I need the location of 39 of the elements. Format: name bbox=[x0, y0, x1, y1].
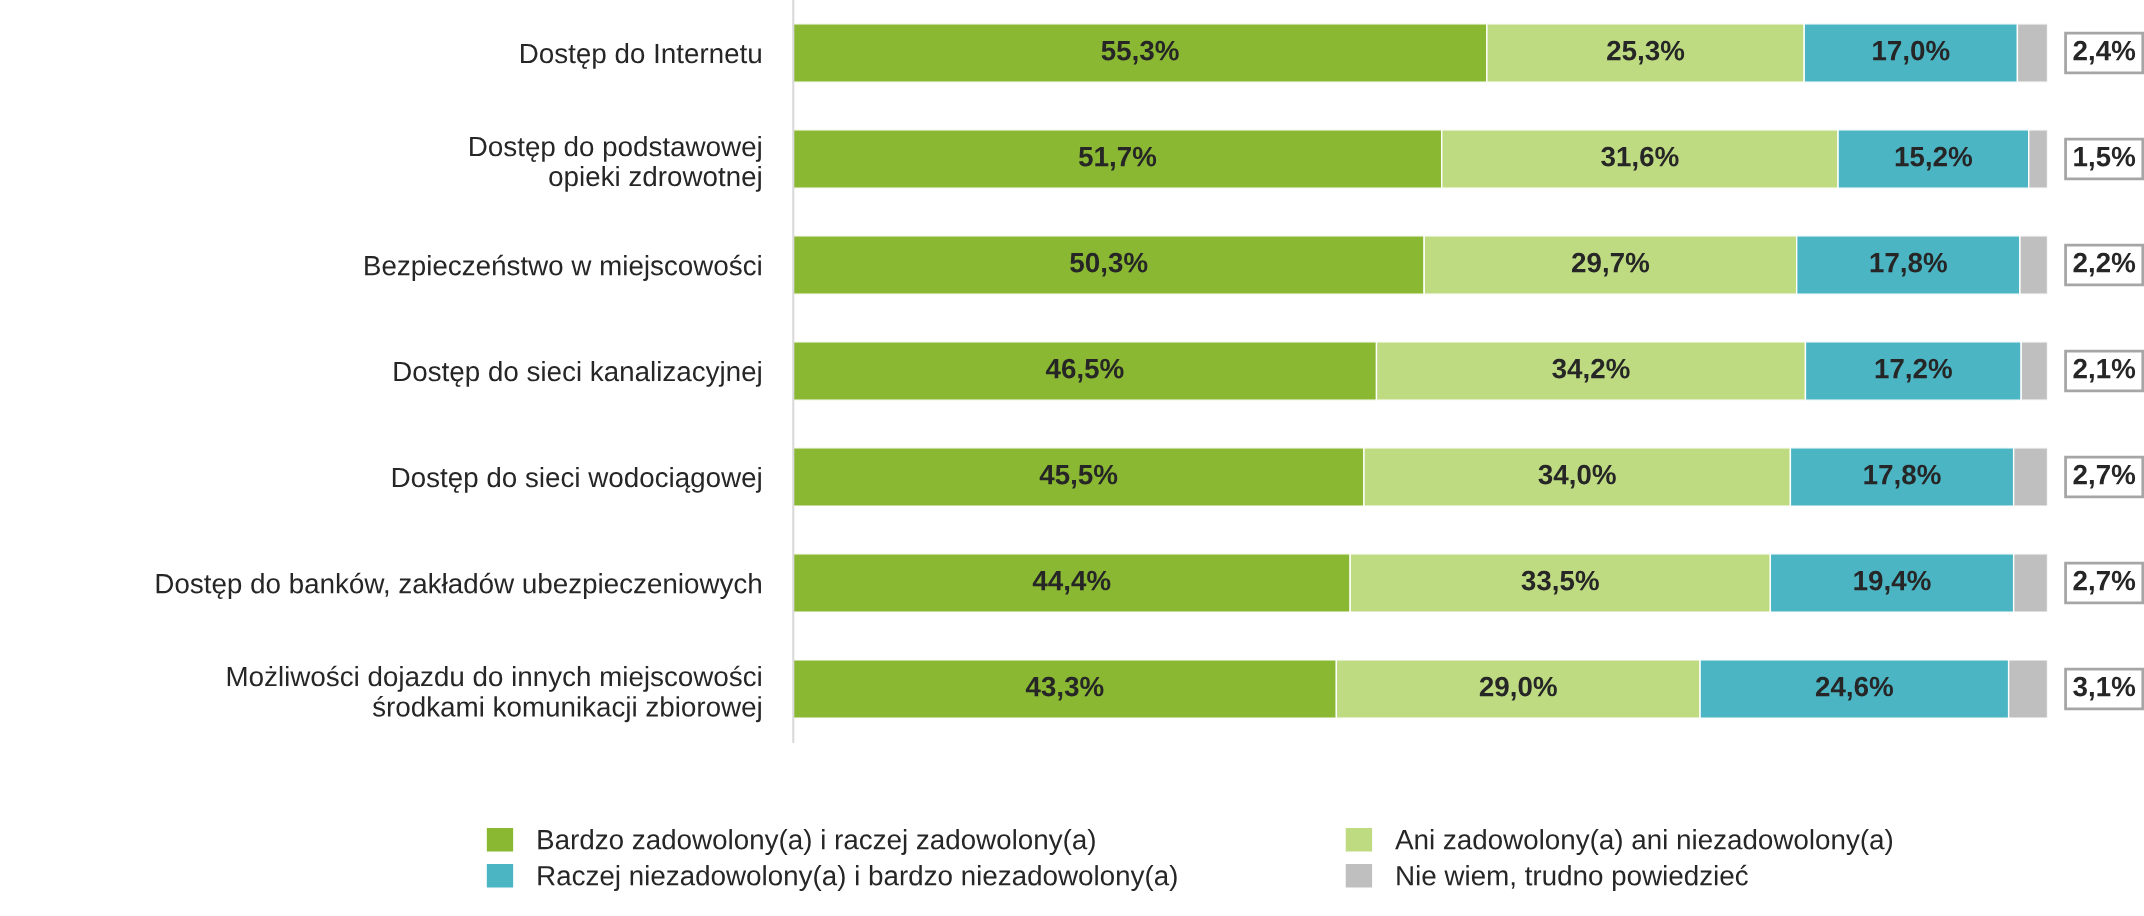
data-label: 33,5% bbox=[1521, 570, 1599, 595]
legend-label: Nie wiem, trudno powiedzieć bbox=[1397, 864, 1748, 891]
data-label: 2,7% bbox=[2073, 570, 2136, 595]
data-label: 31,6% bbox=[1601, 146, 1679, 171]
data-label: 2,2% bbox=[2073, 252, 2136, 277]
data-label: 25,3% bbox=[1607, 40, 1685, 65]
y-tick-label: Dostęp do podstawowej opieki zdrowotnej bbox=[470, 135, 761, 192]
data-label: 2,4% bbox=[2073, 40, 2136, 65]
data-label: 24,6% bbox=[1815, 676, 1894, 701]
data-label: 50,3% bbox=[1070, 252, 1148, 277]
data-label: 44,4% bbox=[1032, 570, 1111, 595]
data-label: 29,7% bbox=[1572, 252, 1650, 277]
data-label: 2,1% bbox=[2073, 358, 2136, 383]
data-label: 15,2% bbox=[1895, 146, 1973, 171]
legend-label: Raczej niezadowolony(a) i bardzo niezadowolony(a) bbox=[538, 865, 1177, 891]
data-label: 45,5% bbox=[1039, 464, 1118, 489]
data-label: 19,4% bbox=[1854, 570, 1931, 595]
data-label: 51,7% bbox=[1078, 146, 1157, 171]
data-label: 17,0% bbox=[1873, 40, 1950, 65]
data-label: 55,3% bbox=[1101, 40, 1179, 65]
y-tick-label: Dostęp do sieci kanalizacyjnej bbox=[394, 360, 761, 387]
data-label: 17,2% bbox=[1875, 358, 1952, 383]
data-label: 3,1% bbox=[2073, 676, 2136, 701]
data-label: 43,3% bbox=[1025, 676, 1104, 701]
legend-label: Bardzo zadowolony(a) i raczej zadowolony(a) bbox=[538, 829, 1095, 855]
data-label: 17,8% bbox=[1864, 464, 1941, 489]
data-label: 34,0% bbox=[1538, 464, 1616, 489]
data-label: 29,0% bbox=[1479, 676, 1557, 701]
legend-label: Ani zadowolony(a) ani niezadowolony(a) bbox=[1395, 829, 1893, 855]
y-tick-label: Dostęp do Internetu bbox=[521, 42, 761, 69]
y-tick-label: Dostęp do banków, zakładów ubezpieczeniowych bbox=[156, 572, 761, 599]
data-label: 1,5% bbox=[2074, 146, 2136, 171]
data-label: 34,2% bbox=[1552, 358, 1630, 383]
y-tick-label: Bezpieczeństwo w miejscowości bbox=[365, 254, 761, 281]
y-tick-label: Możliwości dojazdu do innych miejscowości środkami komunikacji zbiorowej bbox=[227, 665, 761, 723]
data-label: 2,7% bbox=[2073, 464, 2136, 489]
data-label: 17,8% bbox=[1870, 252, 1947, 277]
data-label: 46,5% bbox=[1045, 358, 1124, 383]
y-tick-label: Dostęp do sieci wodociągowej bbox=[392, 466, 761, 493]
